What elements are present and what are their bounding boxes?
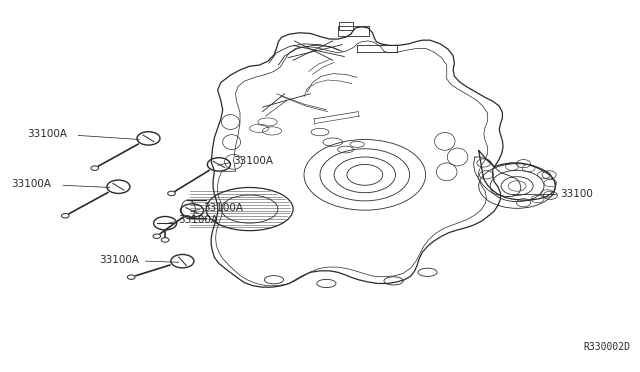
Text: 33100: 33100 — [560, 189, 593, 199]
Bar — [339, 22, 353, 30]
Text: 33100A: 33100A — [27, 129, 67, 139]
Text: 33100A: 33100A — [204, 203, 244, 212]
Bar — [338, 26, 369, 36]
Text: 33100A: 33100A — [12, 179, 51, 189]
Text: 33100A: 33100A — [234, 156, 274, 166]
Text: 33100A: 33100A — [178, 215, 218, 225]
Text: R330002D: R330002D — [584, 341, 630, 352]
Text: 33100A: 33100A — [99, 255, 140, 264]
